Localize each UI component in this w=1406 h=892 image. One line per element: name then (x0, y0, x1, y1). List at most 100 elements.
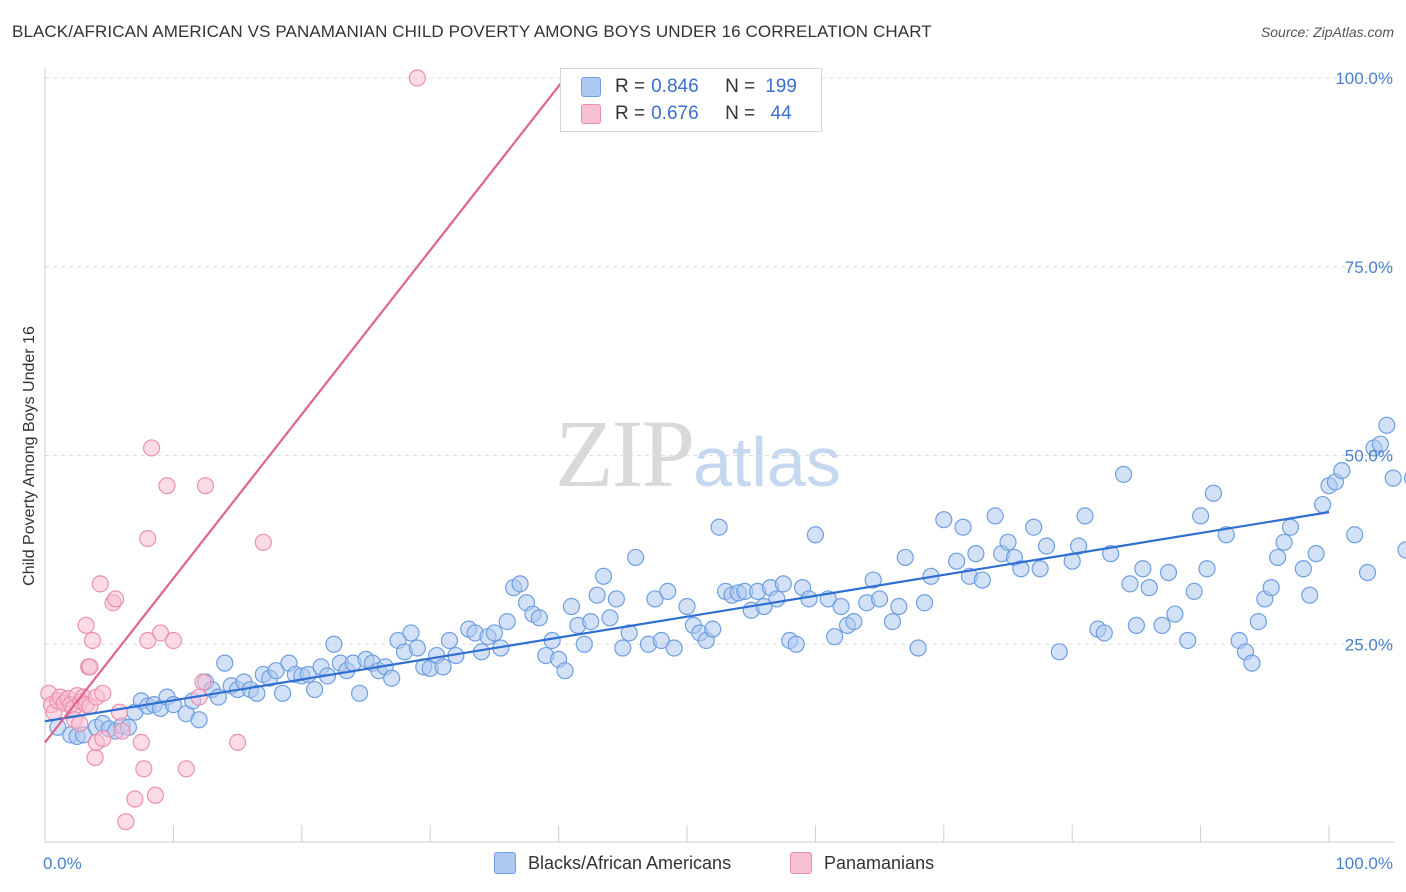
point-blacks (948, 552, 966, 570)
trend-line-blacks (44, 511, 1330, 723)
point-panamanians (158, 477, 176, 495)
point-blacks (383, 669, 401, 687)
point-blacks (440, 631, 459, 650)
point-panamanians (110, 703, 129, 721)
point-blacks (1269, 548, 1287, 567)
point-blacks (1012, 560, 1030, 578)
point-blacks (787, 635, 805, 653)
point-blacks (325, 635, 343, 653)
point-blacks (1198, 560, 1216, 578)
point-panamanians (139, 529, 157, 548)
point-blacks (999, 533, 1017, 551)
watermark: ZIPatlas (555, 398, 841, 509)
point-panamanians (83, 631, 102, 650)
point-blacks (1243, 654, 1261, 672)
point-blacks (575, 635, 593, 653)
point-blacks (870, 590, 889, 608)
point-blacks (890, 597, 908, 616)
y-tick-label: 75.0% (1345, 258, 1393, 277)
point-blacks (1095, 624, 1113, 642)
point-blacks (678, 597, 696, 616)
point-blacks (1346, 526, 1364, 544)
point-blacks (216, 654, 234, 672)
point-blacks (1114, 465, 1133, 483)
point-blacks (1275, 533, 1293, 551)
point-panamanians (113, 722, 131, 740)
point-blacks (511, 575, 529, 593)
point-blacks (973, 571, 991, 589)
point-panamanians (91, 575, 109, 593)
point-panamanians (164, 631, 182, 650)
point-blacks (582, 612, 600, 631)
x-tick-label: 100.0% (1335, 854, 1393, 873)
point-blacks (273, 684, 292, 702)
point-blacks (1159, 563, 1178, 582)
point-panamanians (151, 624, 170, 642)
point-blacks (1102, 545, 1120, 563)
series-legend-blacks[interactable]: Blacks/African Americans (494, 852, 731, 874)
point-blacks (915, 594, 934, 612)
point-blacks (1384, 469, 1402, 487)
grid (45, 77, 1394, 645)
correlation-legend: R = 0.846 N = 199 R = 0.676 N = 44 (560, 68, 822, 132)
point-blacks (1050, 643, 1068, 661)
points (40, 69, 1406, 831)
series-legend-panamanians[interactable]: Panamanians (790, 852, 934, 874)
point-blacks (967, 545, 985, 563)
point-blacks (594, 567, 613, 585)
point-blacks (614, 639, 632, 657)
point-blacks (530, 609, 548, 627)
legend-swatch-panamanians (581, 104, 601, 124)
point-blacks (402, 624, 420, 642)
point-blacks (845, 612, 863, 631)
point-blacks (1262, 579, 1280, 597)
point-blacks (1070, 537, 1088, 555)
point-blacks (1294, 560, 1312, 578)
chart-title: BLACK/AFRICAN AMERICAN VS PANAMANIAN CHI… (12, 22, 932, 41)
tick-labels: 25.0% 50.0% 75.0% 100.0% 0.0% 100.0% (43, 69, 1393, 873)
point-panamanians (229, 733, 247, 752)
point-panamanians (86, 748, 104, 767)
point-blacks (434, 658, 452, 676)
point-blacks (768, 590, 786, 608)
y-tick-label: 25.0% (1345, 635, 1393, 654)
point-blacks (909, 639, 927, 657)
point-blacks (986, 507, 1004, 525)
point-blacks (350, 684, 369, 702)
point-blacks (1281, 518, 1300, 536)
point-blacks (627, 548, 645, 567)
point-blacks (248, 684, 266, 702)
point-blacks (1185, 582, 1203, 601)
point-panamanians (142, 439, 161, 457)
point-blacks (1307, 545, 1325, 563)
point-blacks (556, 662, 574, 680)
point-blacks (954, 518, 972, 536)
point-blacks (774, 575, 792, 593)
series-swatch-panamanians (790, 852, 812, 874)
point-blacks (1121, 575, 1139, 593)
point-blacks (485, 624, 503, 642)
y-tick-label: 100.0% (1335, 69, 1393, 88)
legend-swatch-blacks (581, 77, 601, 97)
point-blacks (1025, 518, 1043, 536)
point-panamanians (254, 533, 272, 551)
point-blacks (864, 571, 882, 589)
point-blacks (1076, 507, 1094, 525)
source-credit: Source: ZipAtlas.com (1260, 24, 1394, 40)
series-legend: Blacks/African Americans Panamanians (0, 852, 1406, 876)
point-blacks (826, 628, 844, 646)
point-blacks (646, 590, 664, 608)
point-blacks (1378, 416, 1396, 434)
point-panamanians (408, 69, 426, 87)
watermark-atlas: atlas (693, 423, 841, 501)
point-blacks (1249, 612, 1267, 631)
point-blacks (601, 609, 619, 627)
point-panamanians (126, 790, 144, 808)
legend-n-value: 44 (765, 103, 792, 124)
point-panamanians (139, 631, 157, 650)
point-blacks (659, 582, 677, 601)
point-blacks (1333, 462, 1351, 480)
legend-n-label: N = (725, 103, 756, 124)
point-panamanians (81, 658, 99, 676)
